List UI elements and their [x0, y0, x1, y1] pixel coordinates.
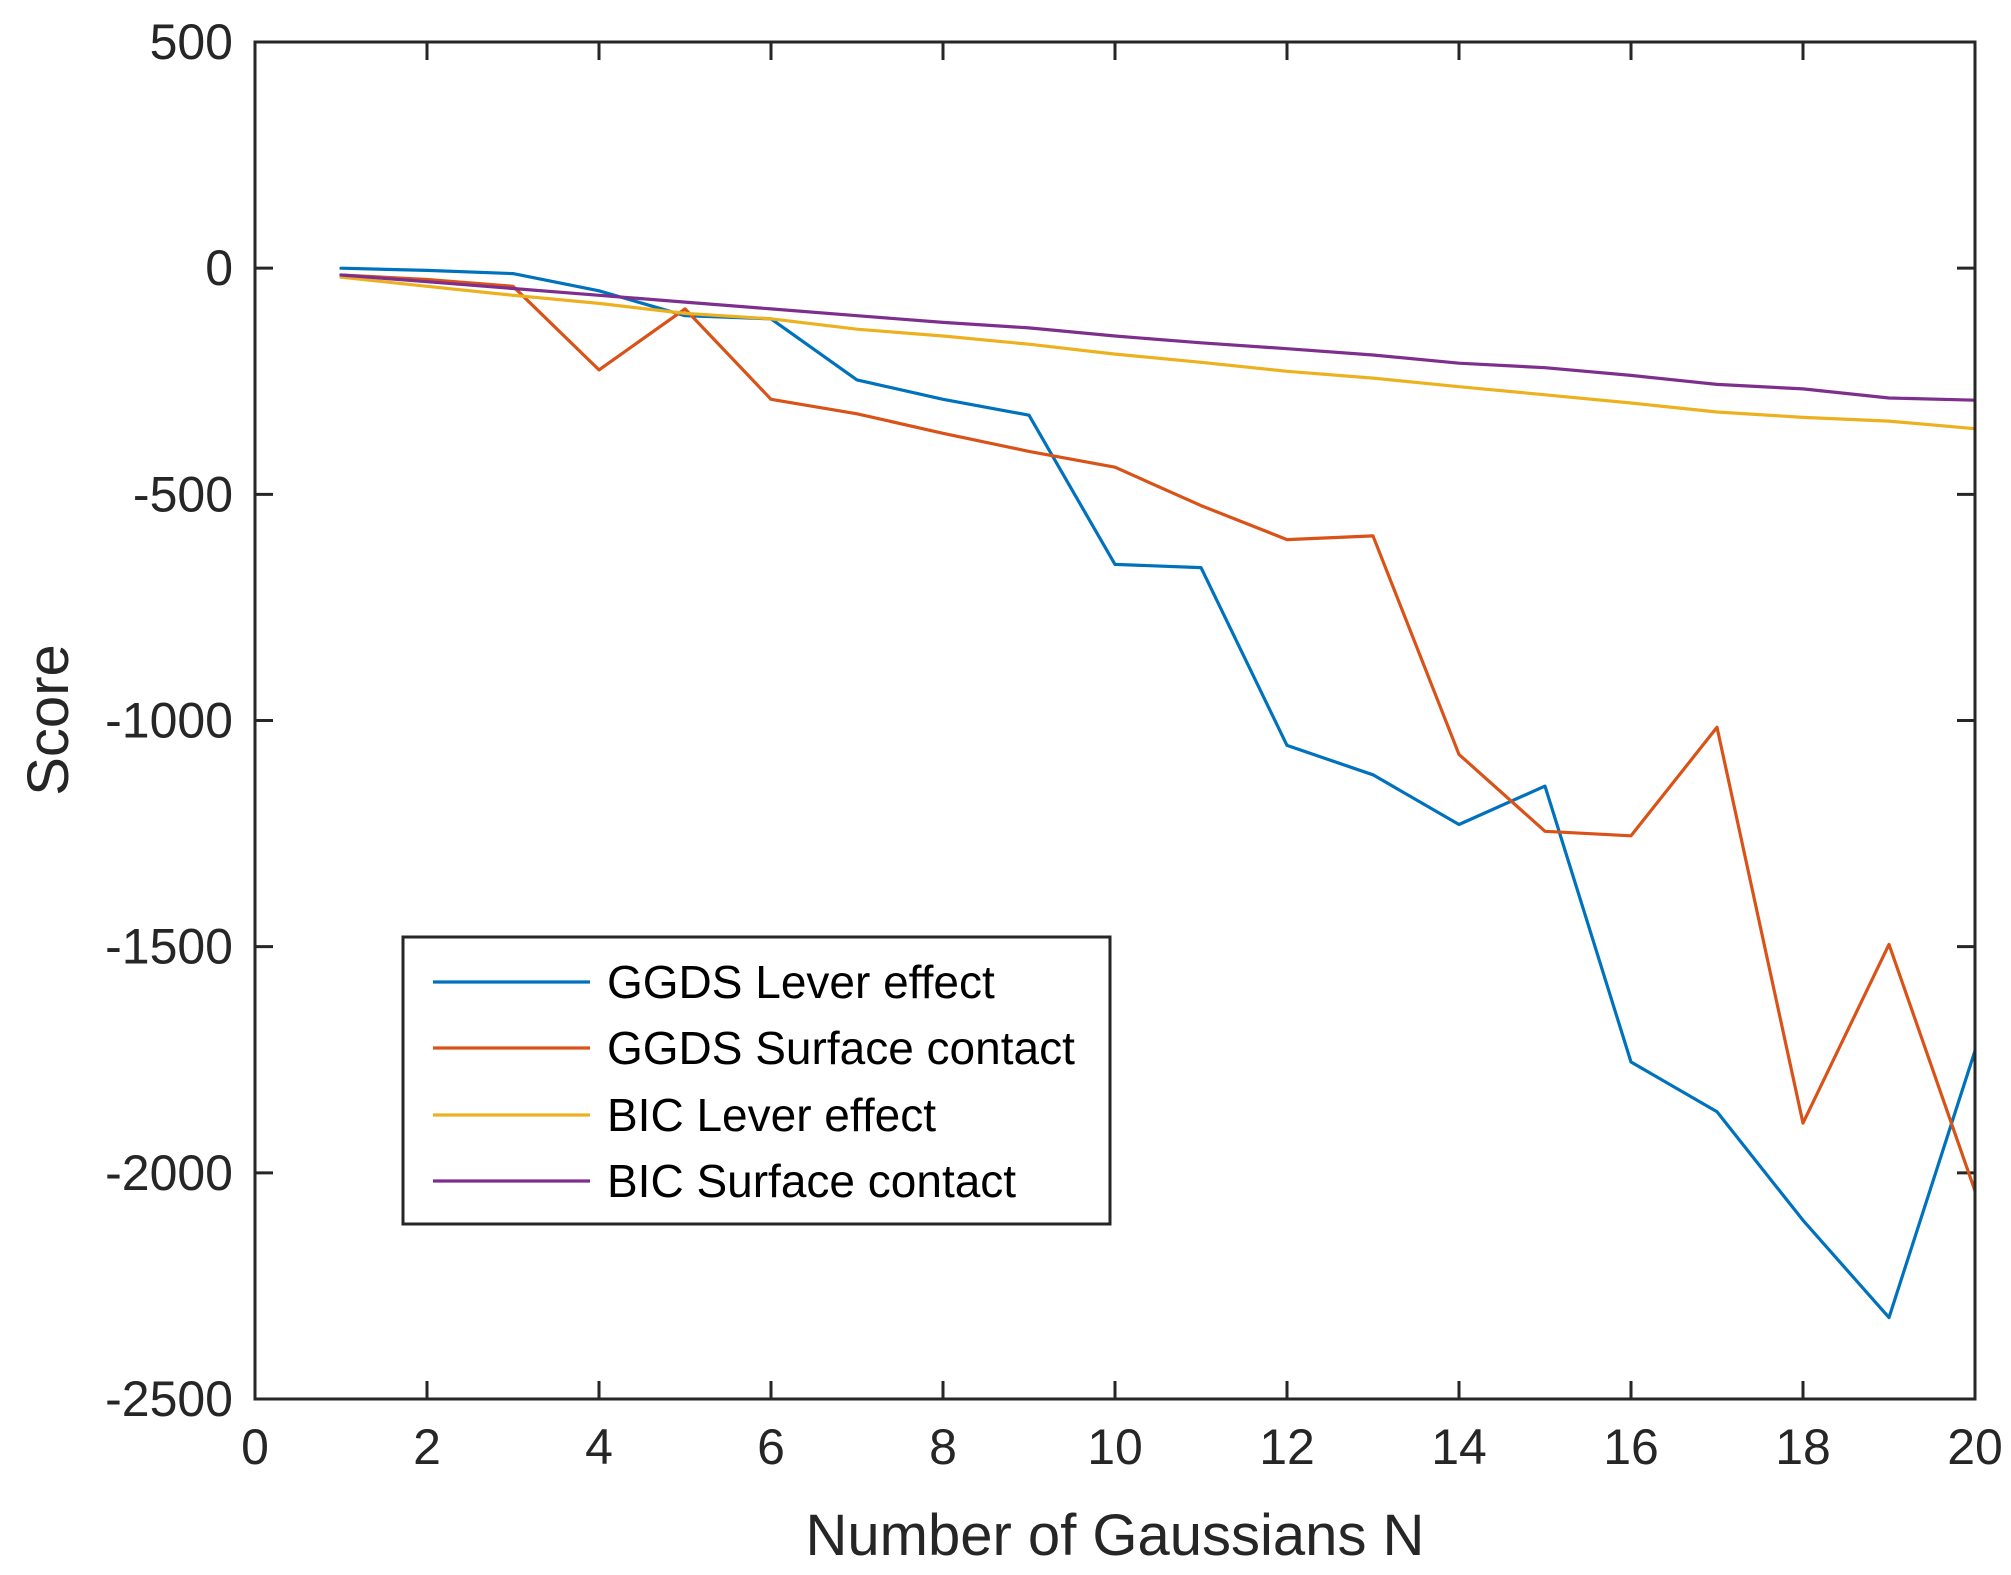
x-tick-label: 10: [1087, 1419, 1143, 1475]
y-tick-label: -500: [133, 466, 233, 522]
legend-label: BIC Surface contact: [607, 1155, 1016, 1207]
x-axis-ticks: 0 2 4 6 8 10 12 14 16 18 20: [241, 42, 2003, 1475]
y-tick-label: -2000: [105, 1145, 233, 1201]
x-tick-label: 2: [413, 1419, 441, 1475]
series-layer: [339, 266, 1977, 1320]
y-tick-label: 0: [205, 240, 233, 296]
x-tick-label: 16: [1603, 1419, 1659, 1475]
series-line-2: [339, 273, 1977, 1193]
y-tick-label: 500: [150, 14, 233, 70]
x-tick-label: 8: [929, 1419, 957, 1475]
x-tick-label: 18: [1775, 1419, 1831, 1475]
plot-frame: [253, 40, 1977, 1401]
x-tick-label: 0: [241, 1419, 269, 1475]
y-tick-label: -2500: [105, 1371, 233, 1427]
legend: GGDS Lever effect GGDS Surface contact BIC…: [401, 935, 1112, 1226]
x-tick-label: 14: [1431, 1419, 1487, 1475]
legend-label: BIC Lever effect: [607, 1089, 936, 1141]
y-tick-label: -1500: [105, 919, 233, 975]
x-tick-label: 4: [585, 1419, 613, 1475]
x-tick-label: 6: [757, 1419, 785, 1475]
legend-label: GGDS Lever effect: [607, 956, 995, 1008]
x-axis-label: Number of Gaussians N: [806, 1503, 1425, 1568]
series-line-4: [339, 273, 1977, 402]
y-tick-label: -1000: [105, 693, 233, 749]
series-line-3: [339, 275, 1977, 431]
x-tick-label: 20: [1947, 1419, 2003, 1475]
legend-label: GGDS Surface contact: [607, 1022, 1075, 1074]
y-axis-label: Score: [16, 644, 81, 796]
x-tick-label: 12: [1259, 1419, 1315, 1475]
y-axis-ticks: 500 0 -500 -1000 -1500 -2000 -2500: [105, 14, 1975, 1427]
legend-box: [401, 935, 1112, 1226]
